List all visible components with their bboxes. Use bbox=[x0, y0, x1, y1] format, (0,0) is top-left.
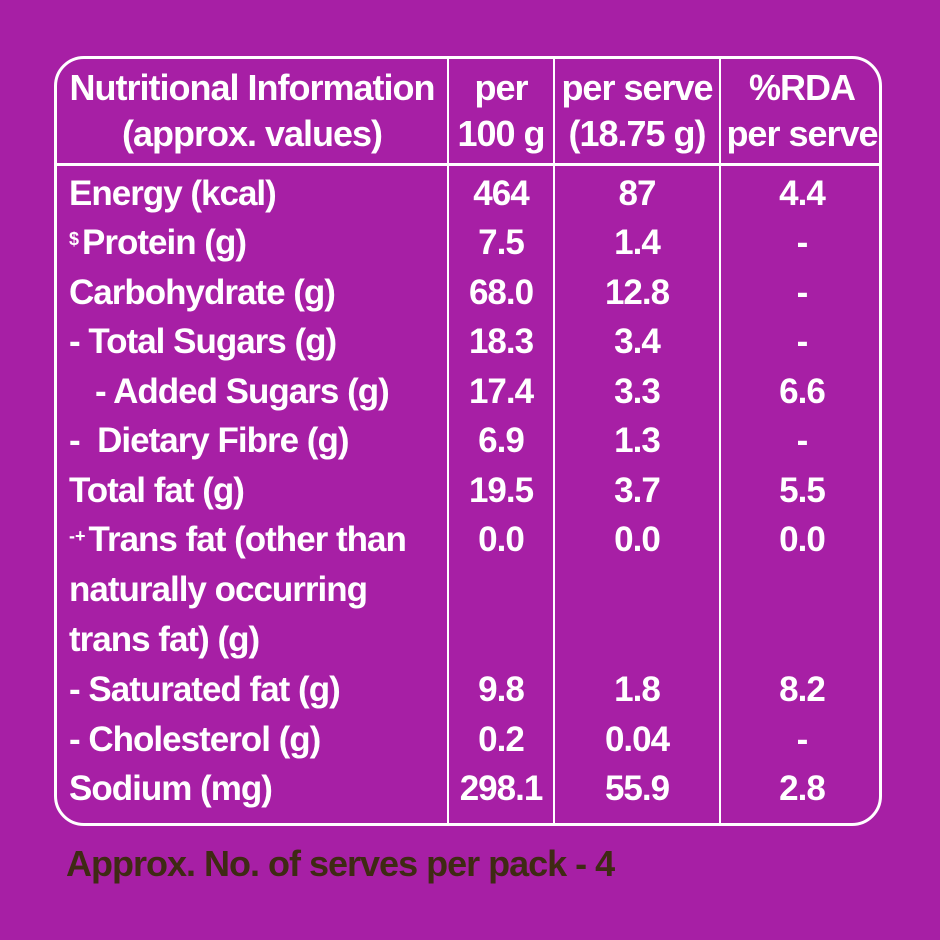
nutrient-label: - Saturated fat (g) bbox=[69, 670, 341, 709]
nutrient-label-text: Protein (g) bbox=[82, 223, 247, 262]
table-row: - Cholesterol (g) 0.2 0.04 - bbox=[57, 715, 879, 765]
value-rda: - bbox=[796, 223, 809, 262]
value-per-serve: 55.9 bbox=[604, 769, 670, 808]
value-per-100g: 9.8 bbox=[478, 670, 525, 709]
nutrient-label: - Total Sugars (g) bbox=[69, 322, 337, 361]
nutrient-label: $Protein (g) bbox=[69, 218, 247, 268]
value-rda: 2.8 bbox=[779, 769, 826, 808]
nutrient-label: Sodium (mg) bbox=[69, 769, 273, 808]
value-per-100g: 7.5 bbox=[478, 223, 525, 262]
header-per-serve: per serve (18.75 g) bbox=[555, 63, 719, 159]
value-per-serve: 3.4 bbox=[614, 322, 661, 361]
value-rda: - bbox=[796, 322, 809, 361]
table-row: $Protein (g) 7.5 1.4 - bbox=[57, 218, 879, 268]
header-per-100g: per 100 g bbox=[449, 63, 553, 159]
table-row: - Dietary Fibre (g) 6.9 1.3 - bbox=[57, 416, 879, 466]
nutrition-table: Nutritional Information (approx. values) … bbox=[54, 56, 882, 826]
value-per-serve: 3.7 bbox=[614, 471, 661, 510]
value-per-100g: 0.2 bbox=[478, 720, 525, 759]
value-rda: 4.4 bbox=[779, 174, 826, 213]
table-row: - Added Sugars (g) 17.4 3.3 6.6 bbox=[57, 367, 879, 417]
nutrient-label: Carbohydrate (g) bbox=[69, 273, 336, 312]
header-label: (18.75 g) bbox=[568, 113, 706, 154]
nutrient-label: - Cholesterol (g) bbox=[69, 720, 321, 759]
value-per-100g: 298.1 bbox=[459, 769, 544, 808]
nutrient-label: -+Trans fat (other than naturally occurr… bbox=[69, 515, 407, 665]
value-per-100g: 6.9 bbox=[478, 421, 525, 460]
nutrient-label: Energy (kcal) bbox=[69, 174, 277, 213]
value-per-serve: 1.8 bbox=[614, 670, 661, 709]
table-row: Sodium (mg) 298.1 55.9 2.8 bbox=[57, 764, 879, 814]
value-per-serve: 3.3 bbox=[614, 372, 661, 411]
table-row: - Total Sugars (g) 18.3 3.4 - bbox=[57, 317, 879, 367]
nutrient-label-text: naturally occurring bbox=[69, 570, 368, 609]
value-per-100g: 0.0 bbox=[478, 520, 525, 559]
value-per-100g: 19.5 bbox=[468, 471, 534, 510]
value-per-serve: 0.04 bbox=[604, 720, 670, 759]
header-rda: %RDA per serve bbox=[721, 63, 879, 159]
value-rda: 5.5 bbox=[779, 471, 826, 510]
table-row: Energy (kcal) 464 87 4.4 bbox=[57, 169, 879, 219]
header-label: per serve bbox=[726, 113, 878, 154]
header-label: (approx. values) bbox=[121, 113, 383, 154]
value-per-serve: 0.0 bbox=[614, 520, 661, 559]
footnote-marker: $ bbox=[69, 229, 80, 249]
column-divider bbox=[553, 59, 555, 823]
value-per-serve: 1.4 bbox=[614, 223, 661, 262]
table-row: Total fat (g) 19.5 3.7 5.5 bbox=[57, 466, 879, 516]
table-row: -+Trans fat (other than naturally occurr… bbox=[57, 515, 879, 665]
value-per-serve: 12.8 bbox=[604, 273, 670, 312]
value-per-100g: 18.3 bbox=[468, 322, 534, 361]
value-rda: 8.2 bbox=[779, 670, 826, 709]
footnote-marker: -+ bbox=[69, 526, 86, 546]
nutrient-label-text: trans fat) (g) bbox=[69, 620, 260, 659]
table-row: - Saturated fat (g) 9.8 1.8 8.2 bbox=[57, 665, 879, 715]
servings-per-pack-note: Approx. No. of serves per pack - 4 bbox=[66, 843, 615, 884]
header-label: per bbox=[474, 67, 528, 108]
value-per-100g: 17.4 bbox=[468, 372, 534, 411]
header-divider bbox=[57, 163, 879, 166]
header-label: %RDA bbox=[748, 67, 856, 108]
header-label: Nutritional Information bbox=[69, 67, 436, 108]
table-row: Carbohydrate (g) 68.0 12.8 - bbox=[57, 268, 879, 318]
value-rda: 6.6 bbox=[779, 372, 826, 411]
header-label: per serve bbox=[561, 67, 713, 108]
value-per-100g: 464 bbox=[473, 174, 529, 213]
header-label: 100 g bbox=[457, 113, 545, 154]
value-rda: - bbox=[796, 421, 809, 460]
column-divider bbox=[447, 59, 449, 823]
nutrient-label: Total fat (g) bbox=[69, 471, 245, 510]
nutrient-label: - Dietary Fibre (g) bbox=[69, 421, 349, 460]
value-per-100g: 68.0 bbox=[468, 273, 534, 312]
value-per-serve: 1.3 bbox=[614, 421, 661, 460]
value-rda: - bbox=[796, 720, 809, 759]
header-nutritional-information: Nutritional Information (approx. values) bbox=[57, 63, 447, 159]
nutrient-label: - Added Sugars (g) bbox=[95, 372, 390, 411]
value-rda: - bbox=[796, 273, 809, 312]
column-divider bbox=[719, 59, 721, 823]
value-per-serve: 87 bbox=[618, 174, 657, 213]
nutrient-label-text: Trans fat (other than bbox=[88, 520, 407, 559]
value-rda: 0.0 bbox=[779, 520, 826, 559]
